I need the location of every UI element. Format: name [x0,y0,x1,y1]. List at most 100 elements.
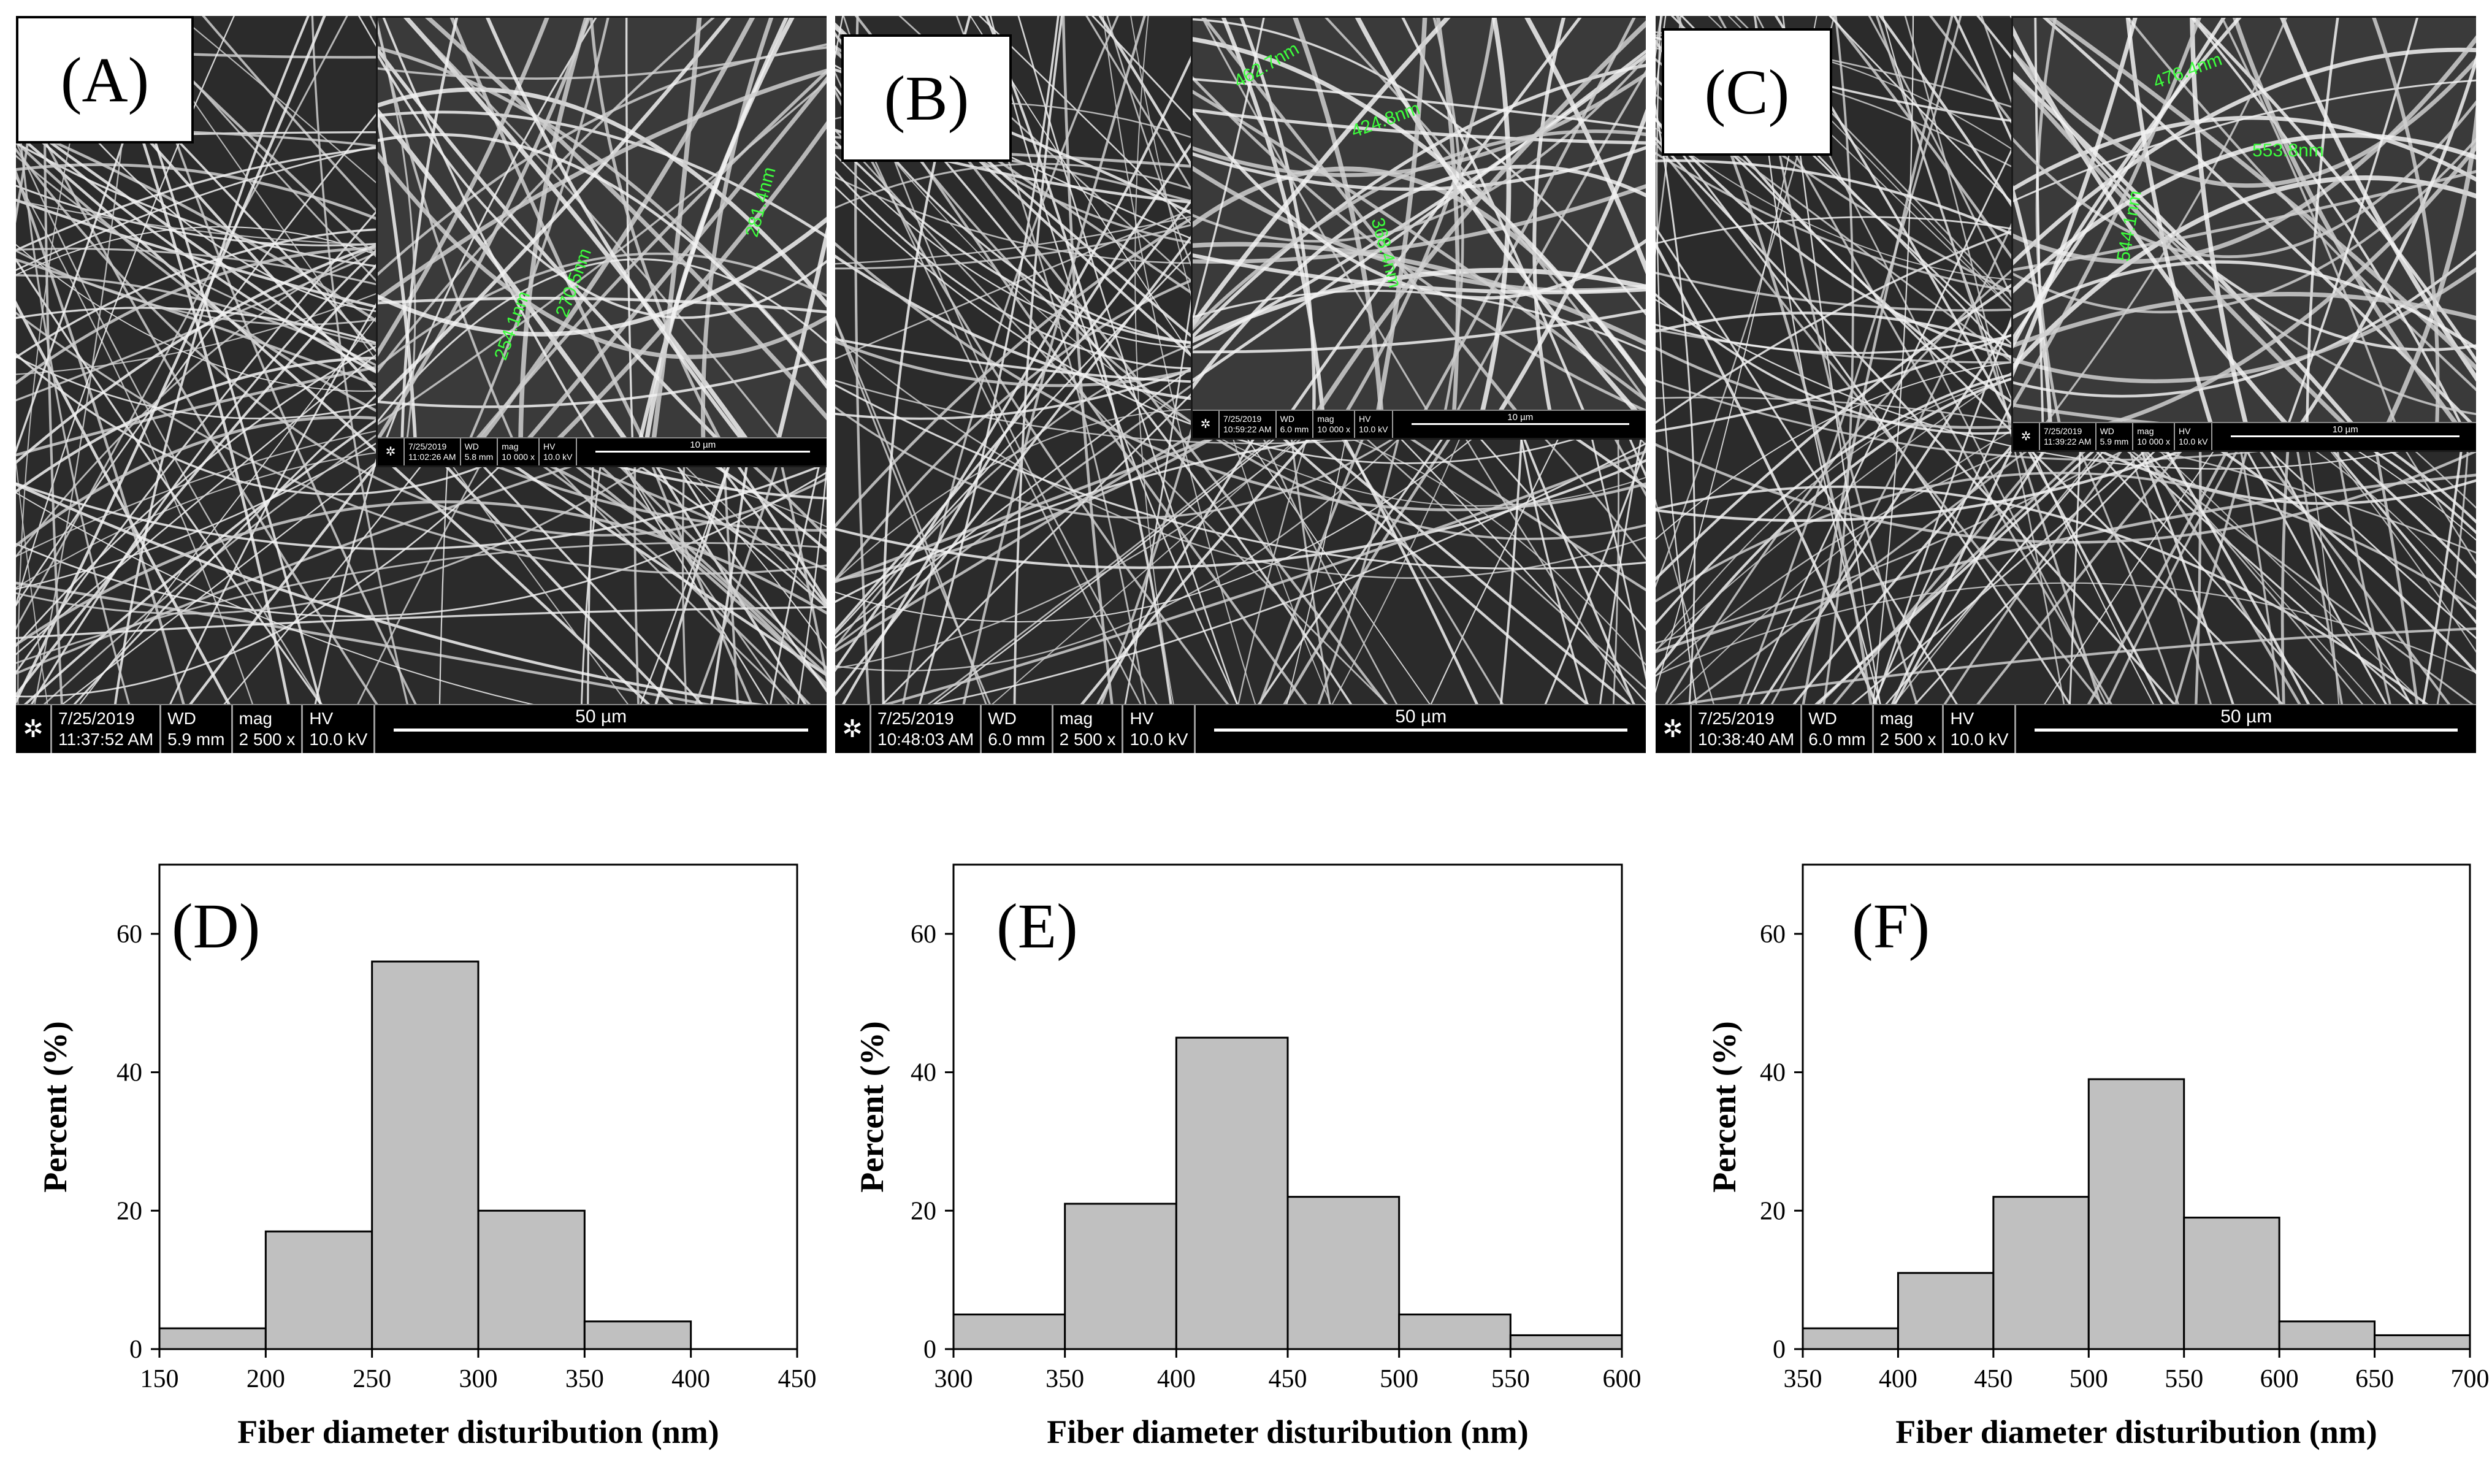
x-tick-label: 450 [1269,1365,1307,1393]
fiber-strand [1201,18,1540,438]
y-tick-label: 0 [1773,1336,1786,1364]
fiber-strand [2013,184,2054,450]
histogram-bar [583,1320,692,1350]
fiber-strand [16,169,199,753]
x-axis-label: Fiber diameter disturibution (nm) [237,1413,719,1450]
histogram-bar [1509,1334,1623,1350]
x-tick-label: 650 [2355,1365,2394,1393]
x-tick-label: 600 [1603,1365,1642,1393]
histogram-bar [1398,1314,1512,1350]
fiber-strand [16,139,354,753]
fiber-strand [382,18,612,465]
fiber-strand [835,316,1004,753]
y-axis-label: Percent (%) [37,1021,74,1192]
panel-label: (C) [1662,28,1832,156]
x-axis-label: Fiber diameter disturibution (nm) [1047,1413,1529,1450]
fiber-strand [378,252,827,369]
histogram-bar [1897,1272,1995,1350]
microscope-logo-icon: ✲ [16,705,52,753]
x-tick-label: 700 [2451,1365,2490,1393]
y-axis-label: Percent (%) [854,1021,890,1192]
histogram-bar [1064,1203,1177,1350]
fiber-strand [529,121,827,465]
y-axis-label: Percent (%) [1706,1021,1743,1192]
inset-fiber-network [378,18,827,465]
fiber-strand [1656,299,2476,470]
fiber-strand [2013,100,2476,259]
sem-panel-a: 254.1nm 270.5nm 281.4nm ✲ 7/25/2019 11:02… [16,16,827,753]
x-tick-label: 500 [2070,1365,2108,1393]
fiber-strand [835,129,1439,753]
histogram-bar [1992,1196,2090,1350]
histogram-chart: 150 200 250 300 350 400 450 0 20 40 60 Fiber diamet… [37,863,817,1450]
histogram-bar [477,1209,586,1350]
microscope-logo-icon: ✲ [835,705,871,753]
fiber-strand [2046,18,2476,371]
fiber-strand [1193,308,1646,354]
panel-label: (F) [1852,891,1930,962]
fiber-strand [2034,18,2045,450]
fiber-strand [1017,16,1255,753]
fiber-strand [2277,18,2419,450]
x-tick-label: 400 [1157,1365,1196,1393]
fiber-strand [1656,242,1898,753]
fiber-strand [16,312,827,575]
x-tick-label: 350 [565,1365,604,1393]
fiber-strand [457,18,610,465]
fiber-strand [2042,18,2476,430]
fiber-strand [378,87,827,308]
fiber-strand [449,18,658,465]
x-tick-label: 150 [140,1365,179,1393]
fiber-strand [405,18,802,465]
fiber-strand [1271,18,1582,438]
panel-label: (D) [172,891,260,962]
sem-inset-c: 476.4nm 553.8nm 544.1nm ✲ 7/25/2019 11:39… [2011,16,2476,452]
fiber-strand [770,226,827,465]
scale-bar: 10 µm [1393,411,1646,438]
histogram-bar [2278,1320,2376,1350]
y-tick-label: 60 [911,920,936,949]
microscope-logo-icon: ✲ [378,438,405,465]
fiber-strand [16,606,827,640]
fiber-strand [378,216,827,337]
microscope-logo-icon: ✲ [1656,705,1692,753]
fiber-strand [2126,18,2476,392]
microscope-logo-icon: ✲ [1193,411,1220,438]
x-tick-label: 450 [1974,1365,2012,1393]
microscope-logo-icon: ✲ [2013,423,2040,450]
fiber-strand [835,185,1646,464]
fiber-strand [625,18,635,465]
fiber-strand [1193,37,1646,386]
fiber-strand [16,16,458,607]
inset-info-bar: ✲ 7/25/2019 11:39:22 AM WD 5.9 mm mag 10 00… [2013,422,2476,450]
fiber-strand [2013,50,2476,416]
fiber-strand [2013,35,2476,264]
y-tick-label: 0 [129,1336,142,1364]
fiber-strand [1814,16,1854,753]
fiber-strand [16,462,827,551]
fiber-strand [378,80,827,426]
fiber-strand [1201,18,1445,438]
fiber-strand [632,18,789,465]
fiber-strand [2125,18,2222,450]
sem-panel-c: 476.4nm 553.8nm 544.1nm ✲ 7/25/2019 11:39… [1656,16,2476,753]
sem-info-bar: ✲ 7/25/2019 10:48:03 AM WD 6.0 mm mag 2 500… [835,704,1646,753]
sem-info-bar: ✲ 7/25/2019 11:37:52 AM WD 5.9 mm mag 2 500… [16,704,827,753]
x-tick-label: 550 [1491,1365,1530,1393]
fiber-strand [1193,129,1646,331]
fiber-strand [378,358,827,408]
fiber-strand [378,107,647,465]
x-tick-label: 250 [353,1365,391,1393]
fiber-strand [1355,18,1646,426]
scale-bar: 10 µm [2212,423,2476,450]
fiber-strand [107,16,310,753]
histogram-chart: 300 350 400 450 500 550 600 0 20 40 60 Fiber diamet… [854,863,1642,1450]
x-tick-label: 300 [459,1365,498,1393]
histogram-bar [264,1230,373,1350]
fiber-strand [378,43,827,80]
fiber-strand [2191,18,2476,364]
fiber-strand [378,110,827,239]
fiber-strand [1867,16,1914,753]
fiber-strand [1193,18,1451,329]
